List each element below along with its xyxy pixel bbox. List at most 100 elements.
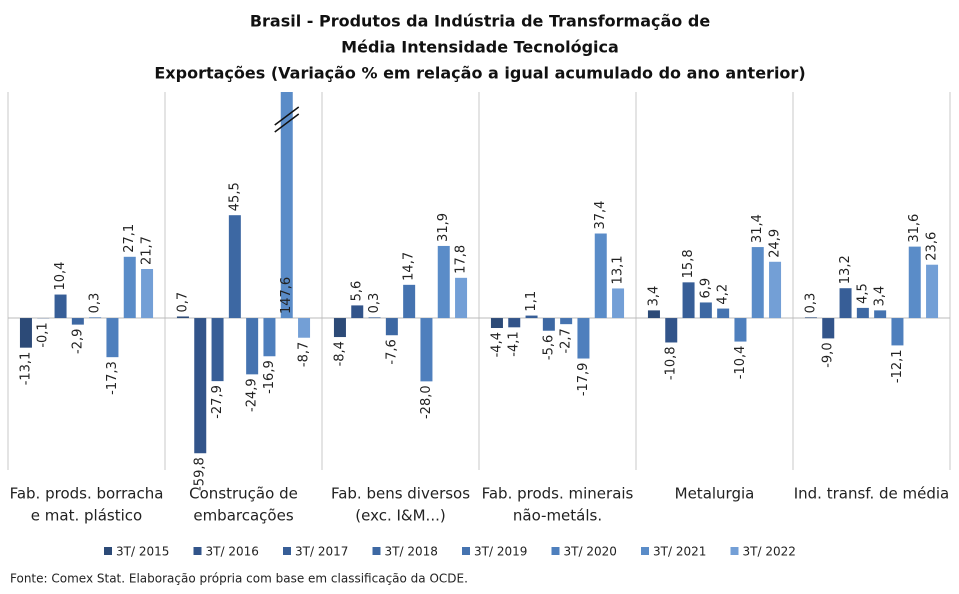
bar	[246, 318, 259, 375]
value-label: 13,1	[611, 255, 626, 284]
bar	[490, 318, 503, 329]
value-label: -5,6	[541, 335, 556, 360]
value-label: 37,4	[593, 201, 608, 230]
value-label: -12,1	[890, 349, 905, 383]
value-label: -8,4	[332, 341, 347, 366]
legend-swatch	[462, 547, 470, 555]
value-label: 10,4	[53, 262, 68, 291]
legend-label: 3T/ 2019	[474, 545, 527, 559]
bar	[682, 282, 695, 319]
bar	[508, 318, 521, 328]
bar	[19, 318, 32, 348]
bar	[298, 318, 311, 338]
legend-label: 3T/ 2015	[116, 545, 169, 559]
x-tick-label: Metalurgia	[675, 485, 755, 503]
x-tick-label: Construção de	[189, 485, 298, 503]
bar	[542, 318, 555, 331]
chart-subtitle: Exportações (Variação % em relação a igu…	[154, 64, 805, 83]
value-label: -16,9	[262, 360, 277, 394]
bar	[874, 310, 887, 319]
bar	[769, 261, 782, 319]
value-label: 3,4	[873, 286, 888, 307]
legend-swatch	[104, 547, 112, 555]
bar	[420, 318, 433, 382]
x-tick-label: não-metáls.	[513, 507, 602, 525]
bar	[228, 215, 241, 319]
value-label: -10,8	[664, 346, 679, 380]
value-label: -4,1	[507, 331, 522, 356]
legend-swatch	[730, 547, 739, 555]
bar	[437, 245, 450, 319]
x-tick-label: Ind. transf. de média	[794, 485, 950, 503]
bar	[368, 317, 381, 319]
bar	[176, 316, 189, 319]
x-tick-label: embarcações	[193, 507, 293, 525]
bar	[647, 310, 660, 319]
value-label: -7,6	[384, 339, 399, 364]
bar	[89, 317, 102, 319]
value-label: 17,8	[454, 245, 469, 274]
value-label: 4,2	[716, 284, 731, 305]
value-label: -13,1	[18, 352, 33, 386]
value-label: 13,2	[838, 255, 853, 284]
bar	[351, 305, 364, 319]
value-label: 0,3	[88, 293, 103, 314]
value-label: 0,3	[803, 293, 818, 314]
legend-swatch	[641, 547, 649, 555]
value-label: 5,6	[350, 281, 365, 302]
value-label: 23,6	[925, 232, 940, 261]
legend-swatch	[551, 547, 560, 555]
bar	[665, 318, 678, 343]
bar	[717, 308, 730, 319]
legend-swatch	[372, 547, 381, 555]
bar	[403, 284, 416, 319]
legend-label: 3T/ 2018	[385, 545, 438, 559]
bar	[822, 318, 835, 339]
legend-label: 3T/ 2021	[653, 545, 706, 559]
value-label: 24,9	[768, 229, 783, 258]
bar	[804, 317, 817, 319]
value-label: -59,8	[193, 457, 208, 491]
bar	[455, 277, 468, 319]
value-label: 21,7	[140, 236, 155, 265]
bar	[211, 318, 224, 382]
value-label: -8,7	[297, 342, 312, 367]
bar	[594, 233, 607, 319]
value-label: -28,0	[419, 385, 434, 419]
bar	[194, 318, 207, 454]
value-label: -17,3	[105, 361, 120, 395]
value-label: 0,3	[367, 293, 382, 314]
chart-title: Média Intensidade Tecnológica	[341, 38, 619, 57]
bar	[891, 318, 904, 346]
legend-label: 3T/ 2016	[206, 545, 259, 559]
value-label: 4,5	[855, 283, 870, 304]
legend-swatch	[193, 547, 202, 555]
bar	[560, 318, 573, 325]
value-label: -4,4	[489, 332, 504, 357]
legend-swatch	[283, 547, 291, 555]
bar	[908, 246, 921, 319]
bar	[751, 247, 764, 319]
bar	[106, 318, 119, 358]
axis-break	[274, 113, 300, 133]
bar	[333, 318, 346, 338]
bar	[54, 294, 67, 319]
bar	[263, 318, 276, 357]
value-label: 45,5	[227, 182, 242, 211]
value-label: 14,7	[402, 252, 417, 281]
bar	[141, 269, 154, 319]
legend-label: 3T/ 2022	[743, 545, 796, 559]
value-label: 31,4	[750, 214, 765, 243]
value-label: -9,0	[821, 342, 836, 367]
value-label: 1,1	[524, 291, 539, 312]
x-tick-label: e mat. plástico	[31, 507, 142, 525]
value-label: -24,9	[245, 378, 260, 412]
bar	[839, 288, 852, 319]
value-label: 31,9	[436, 213, 451, 242]
x-tick-label: Fab. prods. borracha	[10, 485, 164, 503]
bar	[525, 315, 538, 319]
value-label: 6,9	[698, 278, 713, 299]
legend-label: 3T/ 2017	[295, 545, 348, 559]
value-label: -17,9	[576, 363, 591, 397]
